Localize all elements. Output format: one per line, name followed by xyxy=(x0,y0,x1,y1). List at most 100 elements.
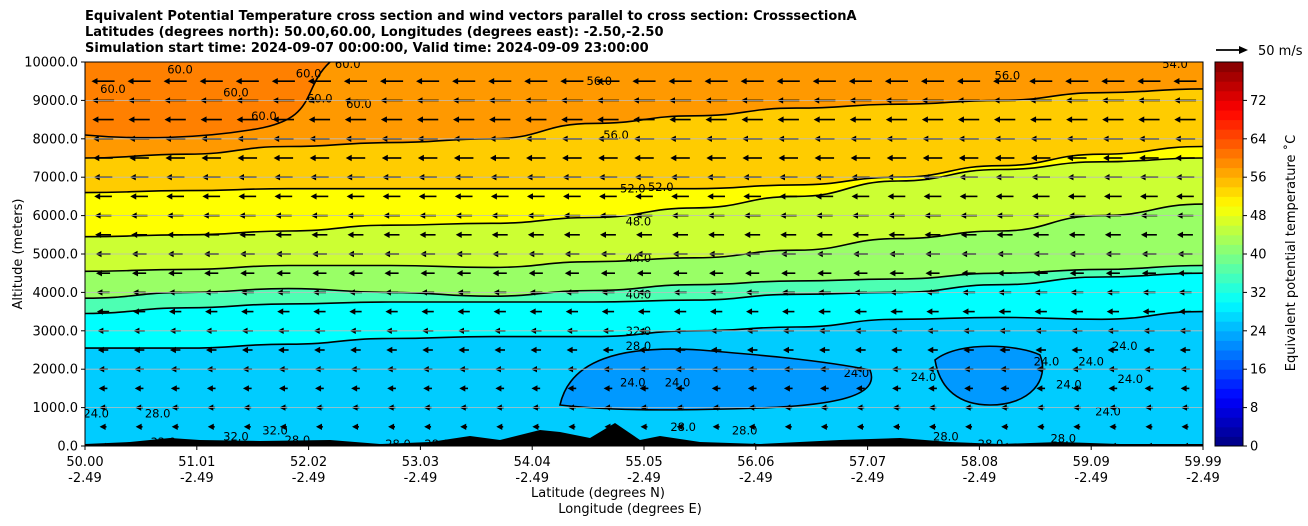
wind-arrowhead xyxy=(563,231,570,238)
wind-arrowhead xyxy=(163,78,170,85)
wind-arrowhead xyxy=(962,308,969,315)
colorbar-swatch xyxy=(1215,186,1243,197)
wind-arrowhead xyxy=(132,308,139,315)
wind-arrowhead xyxy=(563,193,570,200)
colorbar-swatch xyxy=(1215,302,1243,313)
wind-arrowhead xyxy=(459,385,466,392)
wind-arrowhead xyxy=(749,442,756,446)
wind-arrowhead xyxy=(674,346,681,354)
wind-arrowhead xyxy=(957,116,964,123)
x-tick-label-lat: 51.01 xyxy=(178,455,215,470)
x-tick-label-lat: 54.04 xyxy=(514,455,551,470)
x-tick-label-lat: 58.08 xyxy=(961,455,998,470)
wind-arrowhead xyxy=(848,78,855,85)
colorbar-swatch xyxy=(1215,282,1243,293)
wind-arrowhead xyxy=(275,231,282,238)
isotherm-60 xyxy=(85,62,331,139)
contour-label: 24.0 xyxy=(844,366,870,380)
colorbar-swatch xyxy=(1215,110,1243,121)
colorbar-swatch xyxy=(1215,398,1243,409)
wind-arrowhead xyxy=(854,308,861,315)
wind-arrowhead xyxy=(1030,116,1037,123)
contour-label: 44.0 xyxy=(626,251,652,265)
wind-arrowhead xyxy=(1034,308,1041,315)
wind-arrowhead xyxy=(454,193,461,200)
wind-arrowhead xyxy=(242,346,249,354)
wind-arrowhead xyxy=(1067,193,1074,200)
wind-arrowhead xyxy=(819,385,826,392)
wind-arrowhead xyxy=(920,78,927,85)
wind-arrowhead xyxy=(279,385,286,392)
wind-arrowhead xyxy=(416,78,423,85)
wind-arrowhead xyxy=(1037,423,1044,430)
wind-arrowhead xyxy=(345,154,352,162)
wind-arrowhead xyxy=(961,270,968,277)
colorbar-swatch xyxy=(1215,417,1243,428)
wind-arrowhead xyxy=(273,154,280,162)
wind-arrowhead xyxy=(567,385,574,392)
wind-arrowhead xyxy=(1106,308,1113,315)
wind-arrowhead xyxy=(417,154,424,162)
wind-arrowhead xyxy=(813,116,820,123)
wind-arrowhead xyxy=(713,442,720,446)
wind-arrowhead xyxy=(386,346,393,354)
wind-arrowhead xyxy=(239,231,246,238)
wind-arrowhead xyxy=(91,78,98,85)
y-tick-label: 1000.0 xyxy=(33,401,79,416)
wind-arrowhead xyxy=(94,193,101,200)
wind-arrowhead xyxy=(385,308,392,315)
wind-arrowhead xyxy=(456,270,463,277)
wind-arrowhead xyxy=(169,346,176,354)
wind-arrowhead xyxy=(1000,385,1007,392)
wind-arrowhead xyxy=(993,78,1000,85)
wind-arrowhead xyxy=(1030,154,1037,162)
wind-arrowhead xyxy=(532,423,539,430)
colorbar-tick-label: 24 xyxy=(1250,324,1267,339)
wind-arrowhead xyxy=(1174,116,1181,123)
colorbar-swatch xyxy=(1215,62,1243,73)
contour-label: 24.0 xyxy=(620,376,646,390)
wind-arrowhead xyxy=(530,346,537,354)
wind-arrowhead xyxy=(748,423,755,430)
wind-arrowhead xyxy=(98,385,105,392)
colorbar-tick-label: 8 xyxy=(1250,401,1258,416)
wind-arrowhead xyxy=(995,193,1002,200)
contour-label: 60.0 xyxy=(251,109,277,123)
wind-arrowhead xyxy=(92,116,99,123)
y-tick-label: 10000.0 xyxy=(24,56,78,71)
wind-arrowhead xyxy=(669,116,676,123)
wind-arrowhead xyxy=(382,193,389,200)
wind-arrowhead xyxy=(96,308,103,315)
colorbar-swatch xyxy=(1215,177,1243,188)
wind-arrowhead xyxy=(1069,270,1076,277)
contour-label: 60.0 xyxy=(100,82,126,96)
x-tick-label-lon: -2.49 xyxy=(627,471,661,486)
wind-arrowhead xyxy=(1068,231,1075,238)
wind-arrowhead xyxy=(203,231,210,238)
wind-arrowhead xyxy=(814,154,821,162)
wind-arrowhead xyxy=(1175,154,1182,162)
wind-arrowhead xyxy=(994,154,1001,162)
wind-arrowhead xyxy=(237,154,244,162)
wind-arrowhead xyxy=(1073,423,1080,430)
contour-label: 24.0 xyxy=(665,376,691,390)
wind-arrowhead xyxy=(164,116,171,123)
x-tick-label-lon: -2.49 xyxy=(1074,471,1108,486)
wind-arrowhead xyxy=(172,442,179,446)
wind-arrowhead xyxy=(921,116,928,123)
wind-arrowhead xyxy=(742,154,749,162)
wind-arrowhead xyxy=(388,423,395,430)
wind-arrowhead xyxy=(346,193,353,200)
wind-arrowhead xyxy=(243,423,250,430)
x-tick-label-lon: -2.49 xyxy=(292,471,326,486)
wind-arrowhead xyxy=(1109,442,1116,446)
wind-arrowhead xyxy=(708,231,715,238)
colorbar-swatch xyxy=(1215,350,1243,361)
wind-arrowhead xyxy=(668,78,675,85)
y-tick-label: 9000.0 xyxy=(33,94,79,109)
wind-arrowhead xyxy=(95,270,102,277)
x-axis-label-2: Longitude (degrees E) xyxy=(558,502,702,517)
wind-arrowhead xyxy=(816,231,823,238)
colorbar-swatch xyxy=(1215,330,1243,341)
wind-arrowhead xyxy=(455,231,462,238)
